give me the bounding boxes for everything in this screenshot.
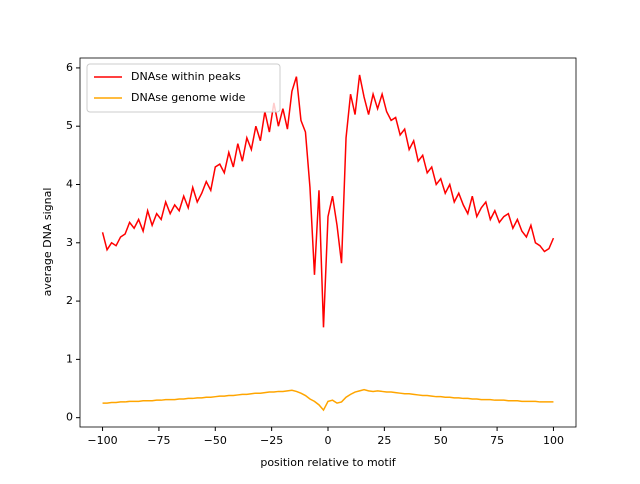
x-tick-label: −50 [204,434,227,447]
x-axis-label: position relative to motif [260,456,396,469]
y-tick-label: 3 [66,236,73,249]
x-tick-label: −75 [147,434,170,447]
y-tick-label: 5 [66,119,73,132]
y-tick-label: 1 [66,352,73,365]
y-axis-label: average DNA signal [41,188,54,297]
y-tick-label: 6 [66,61,73,74]
plot-frame [79,57,577,428]
x-tick-label: 100 [543,434,564,447]
legend-label: DNAse within peaks [131,70,241,83]
y-tick-label: 2 [66,294,73,307]
line-series [102,388,554,412]
line-series [101,74,555,328]
legend-label: DNAse genome wide [131,91,246,104]
x-tick-label: 50 [434,434,448,447]
x-tick-label: 75 [490,434,504,447]
x-tick-label: 0 [325,434,332,447]
x-tick-label: 25 [377,434,391,447]
y-tick-label: 0 [66,411,73,424]
x-tick-label: −100 [87,434,117,447]
x-tick-label: −25 [260,434,283,447]
legend-box [86,63,281,113]
y-tick-label: 4 [66,177,73,190]
